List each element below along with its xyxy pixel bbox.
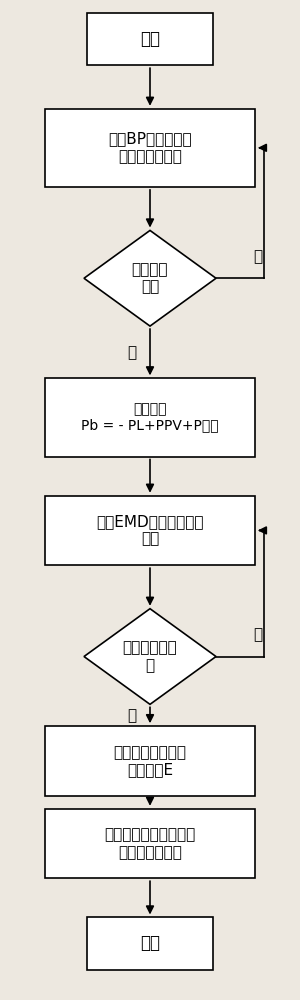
Text: 确定紧急备用容量与平
滑波动容量之比: 确定紧急备用容量与平 滑波动容量之比 bbox=[104, 827, 196, 860]
Text: 开始: 开始 bbox=[140, 30, 160, 48]
Text: 是: 是 bbox=[128, 345, 136, 360]
Text: 满足误差
指标: 满足误差 指标 bbox=[132, 262, 168, 294]
Text: 否: 否 bbox=[254, 249, 262, 264]
Text: 结束: 结束 bbox=[140, 934, 160, 952]
FancyBboxPatch shape bbox=[87, 13, 213, 65]
FancyBboxPatch shape bbox=[45, 496, 255, 565]
Text: 满足波动率指
标: 满足波动率指 标 bbox=[123, 640, 177, 673]
Text: 采用BP神经网络预
测光伏功率输出: 采用BP神经网络预 测光伏功率输出 bbox=[108, 132, 192, 164]
Text: 储能功率
Pb = - PL+PPV+P电网: 储能功率 Pb = - PL+PPV+P电网 bbox=[81, 402, 219, 432]
Text: 是: 是 bbox=[128, 708, 136, 723]
Polygon shape bbox=[84, 230, 216, 326]
FancyBboxPatch shape bbox=[45, 726, 255, 796]
FancyBboxPatch shape bbox=[45, 109, 255, 187]
FancyBboxPatch shape bbox=[87, 917, 213, 970]
FancyBboxPatch shape bbox=[45, 378, 255, 457]
Text: 否: 否 bbox=[254, 628, 262, 643]
FancyBboxPatch shape bbox=[45, 809, 255, 878]
Text: 仿真法计算储能功
率和容量E: 仿真法计算储能功 率和容量E bbox=[113, 745, 187, 777]
Text: 改进EMD算法平滑储能
功率: 改进EMD算法平滑储能 功率 bbox=[96, 514, 204, 547]
Polygon shape bbox=[84, 609, 216, 704]
